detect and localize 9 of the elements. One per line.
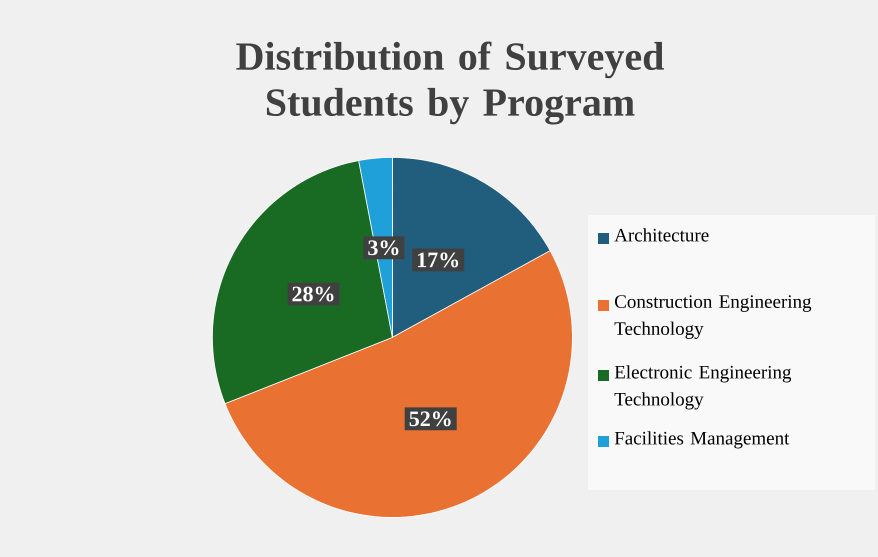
data-label: 52% <box>410 411 451 426</box>
data-label: 17% <box>418 252 458 268</box>
legend-label: Electronic Engineering Technology <box>614 365 792 410</box>
chart-title: Distribution of Surveyed Students by Program <box>236 42 664 124</box>
legend-label: Architecture <box>614 228 709 242</box>
data-label: 28% <box>292 286 334 302</box>
legend-label: Facilities Management <box>614 431 790 448</box>
legend-label: Construction Engineering Technology <box>614 295 812 339</box>
data-label: 3% <box>368 240 398 256</box>
